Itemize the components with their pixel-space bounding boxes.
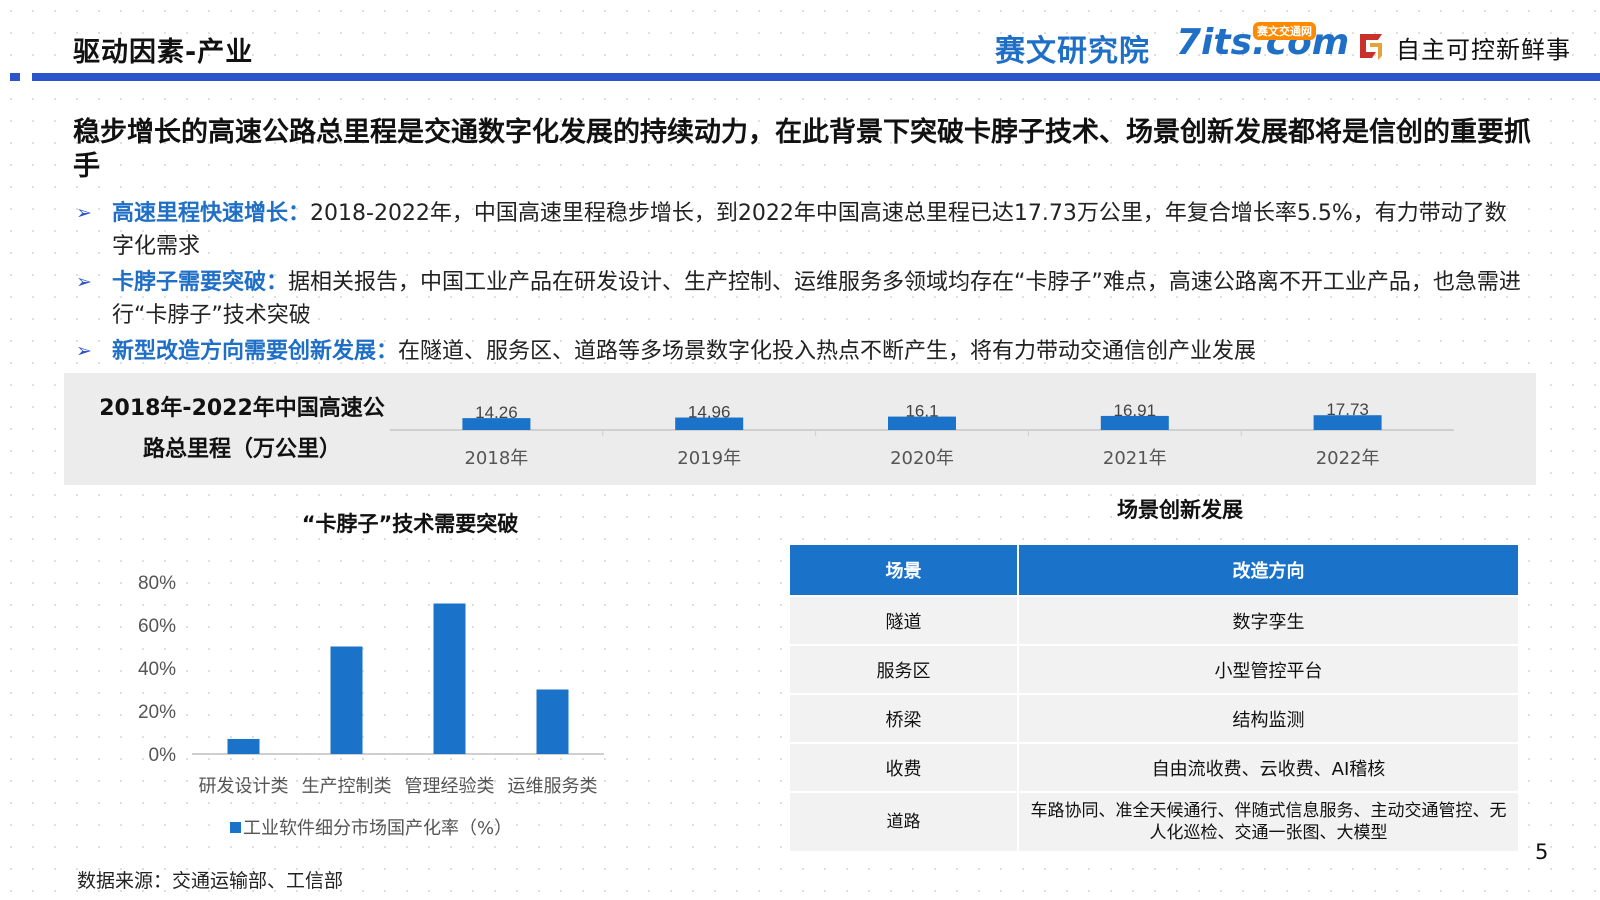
- x-tick-label: 生产控制类: [302, 776, 392, 797]
- table-cell-scene: 收费: [788, 742, 1019, 793]
- mileage-bar: [462, 418, 531, 430]
- mileage-bar: [1100, 415, 1169, 430]
- brand-name: 自主可控新鲜事: [1396, 36, 1571, 64]
- section-title: 驱动因素-产业: [73, 37, 254, 68]
- bullet-key: 高速里程快速增长：: [112, 201, 311, 226]
- table-row: 服务区 小型管控平台: [788, 644, 1520, 695]
- mileage-bar: [888, 416, 956, 430]
- bullet-innovation: ➢ 新型改造方向需要创新发展：在隧道、服务区、道路等多场景数字化投入热点不断产生…: [76, 335, 1526, 368]
- legend-label: 工业软件细分市场国产化率（%）: [243, 818, 512, 839]
- mileage-tick-label: 2022年: [1316, 448, 1380, 469]
- table-cell-direction: 数字孪生: [1017, 595, 1520, 646]
- mileage-chart-title: 2018年-2022年中国高速公路总里程（万公里）: [99, 396, 385, 462]
- mileage-tick-label: 2018年: [464, 448, 528, 469]
- table-cell-direction: 自由流收费、云收费、AI稽核: [1017, 742, 1520, 793]
- table-cell-scene: 服务区: [788, 644, 1019, 695]
- mileage-data-label: 14.96: [688, 403, 731, 422]
- bullet-text: 据相关报告，中国工业产品在研发设计、生产控制、运维服务多领域均存在“卡脖子”难点…: [112, 270, 1521, 328]
- mileage-tick-label: 2020年: [890, 448, 954, 469]
- table-cell-direction: 结构监测: [1017, 693, 1520, 744]
- bullet-key: 新型改造方向需要创新发展：: [112, 339, 399, 364]
- table-cell-direction: 小型管控平台: [1017, 644, 1520, 695]
- table-row: 隧道 数字孪生: [788, 595, 1520, 646]
- mileage-data-label: 16.91: [1114, 401, 1157, 420]
- localization-bar: [227, 738, 260, 754]
- mileage-tick-label: 2021年: [1103, 448, 1167, 469]
- y-tick-label: 60%: [138, 616, 176, 637]
- mileage-data-label: 16.1: [905, 402, 938, 421]
- header-accent-square: [10, 73, 20, 81]
- source-note: 数据来源：交通运输部、工信部: [77, 870, 344, 892]
- saiwen-logo-text: 赛文研究院: [995, 34, 1150, 69]
- arrow-bullet-icon: ➢: [76, 202, 92, 224]
- scene-table-title: 场景创新发展: [1117, 498, 1243, 522]
- y-tick-label: 40%: [138, 659, 176, 680]
- y-tick-label: 0%: [149, 745, 177, 766]
- bullet-key: 卡脖子需要突破：: [112, 270, 289, 295]
- localization-bar: [536, 689, 569, 754]
- localization-bar: [330, 646, 363, 754]
- bullet-highway-growth: ➢ 高速里程快速增长：2018-2022年，中国高速里程稳步增长，到2022年中…: [76, 197, 1526, 263]
- table-cell-scene: 隧道: [788, 595, 1019, 646]
- x-tick-label: 运维服务类: [508, 776, 598, 797]
- site-logo-tag: 赛文交通网: [1253, 22, 1316, 40]
- mileage-data-label: 14.26: [475, 403, 518, 422]
- mileage-data-label: 17.73: [1326, 400, 1369, 419]
- table-header-row: 场景 改造方向: [788, 543, 1520, 597]
- y-tick-label: 80%: [138, 573, 176, 594]
- table-cell-scene: 桥梁: [788, 693, 1019, 744]
- page-number: 5: [1535, 840, 1549, 864]
- mileage-bar-chart: 14.26 2018年 14.96 2019年 16.1 2020年 16.91 2021年 1…: [390, 400, 1454, 469]
- mileage-tick-label: 2019年: [677, 448, 741, 469]
- table-cell-direction: 车路协同、准全天候通行、伴随式信息服务、主动交通管控、无人化巡检、交通一张图、大…: [1017, 791, 1520, 853]
- x-tick-label: 管理经验类: [405, 776, 495, 797]
- table-row: 桥梁 结构监测: [788, 693, 1520, 744]
- legend-swatch: [230, 822, 241, 833]
- y-tick-label: 20%: [138, 702, 176, 723]
- mileage-bar: [675, 417, 744, 430]
- arrow-bullet-icon: ➢: [76, 271, 92, 293]
- bullet-text: 在隧道、服务区、道路等多场景数字化投入热点不断产生，将有力带动交通信创产业发展: [398, 339, 1257, 364]
- arrow-bullet-icon: ➢: [76, 340, 92, 362]
- localization-bar-chart: 0% 20% 40% 60% 80% 研发设计类 生产控制类 管理经验类 运维服务类工业软件细分…: [138, 573, 604, 839]
- brand-logo-icon: [1360, 34, 1382, 60]
- table-row: 收费 自由流收费、云收费、AI稽核: [788, 742, 1520, 793]
- scene-table: 场景 改造方向 隧道 数字孪生 服务区 小型管控平台 桥梁 结构监测 收费 自由…: [788, 543, 1520, 853]
- header-divider-bar: [32, 73, 1600, 81]
- table-row: 道路 车路协同、准全天候通行、伴随式信息服务、主动交通管控、无人化巡检、交通一张…: [788, 791, 1520, 853]
- table-header-scene: 场景: [788, 543, 1019, 597]
- x-tick-label: 研发设计类: [199, 776, 289, 797]
- table-header-direction: 改造方向: [1017, 543, 1520, 597]
- localization-bar: [433, 603, 466, 754]
- bottleneck-chart-title: “卡脖子”技术需要突破: [301, 512, 519, 536]
- bullet-bottleneck: ➢ 卡脖子需要突破：据相关报告，中国工业产品在研发设计、生产控制、运维服务多领域…: [76, 266, 1526, 332]
- table-cell-scene: 道路: [788, 791, 1019, 853]
- bullet-text: 2018-2022年，中国高速里程稳步增长，到2022年中国高速总里程已达17.…: [112, 201, 1507, 259]
- mileage-bar: [1313, 415, 1382, 430]
- headline: 稳步增长的高速公路总里程是交通数字化发展的持续动力，在此背景下突破卡脖子技术、场…: [73, 117, 1531, 182]
